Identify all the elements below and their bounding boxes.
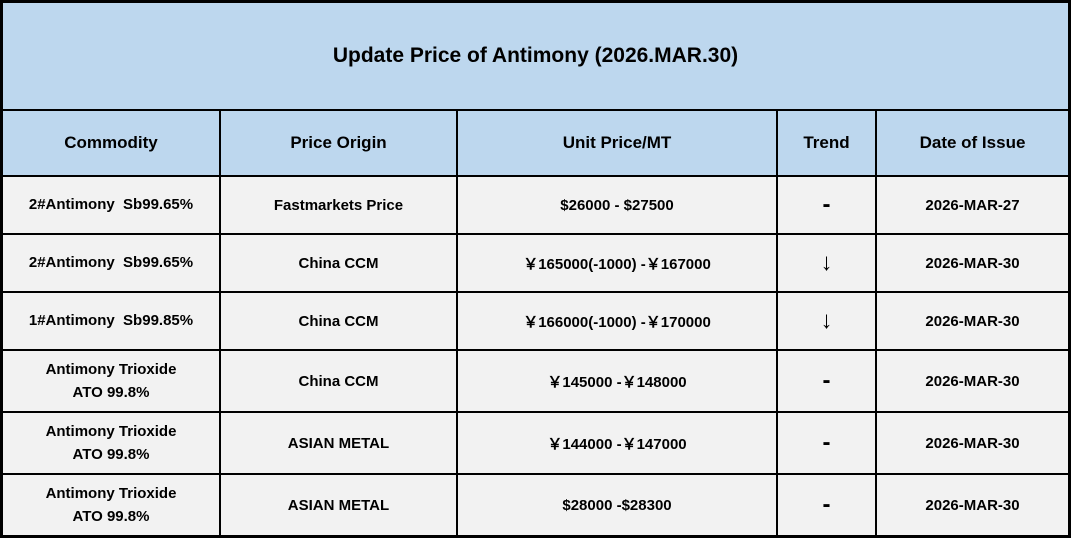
date-cell: 2026-MAR-27 xyxy=(877,177,1068,233)
trend-cell: - xyxy=(778,475,875,535)
price-origin-cell: ASIAN METAL xyxy=(221,475,456,535)
page-title: Update Price of Antimony (2026.MAR.30) xyxy=(3,3,1068,109)
price-origin-cell: ASIAN METAL xyxy=(221,413,456,473)
price-origin-cell: China CCM xyxy=(221,293,456,349)
unit-price-cell: ￥145000 -￥148000 xyxy=(458,351,776,411)
price-origin-cell: China CCM xyxy=(221,351,456,411)
column-header-commodity: Commodity xyxy=(3,111,219,175)
commodity-cell: 1#Antimony Sb99.85% xyxy=(3,293,219,349)
trend-down-cell: ↓ xyxy=(778,235,875,291)
date-cell: 2026-MAR-30 xyxy=(877,351,1068,411)
column-header-price-origin: Price Origin xyxy=(221,111,456,175)
trend-down-cell: ↓ xyxy=(778,293,875,349)
trend-cell: - xyxy=(778,413,875,473)
date-cell: 2026-MAR-30 xyxy=(877,475,1068,535)
trend-cell: - xyxy=(778,351,875,411)
date-cell: 2026-MAR-30 xyxy=(877,293,1068,349)
price-origin-cell: Fastmarkets Price xyxy=(221,177,456,233)
price-origin-cell: China CCM xyxy=(221,235,456,291)
column-header-trend: Trend xyxy=(778,111,875,175)
commodity-cell: 2#Antimony Sb99.65% xyxy=(3,177,219,233)
date-cell: 2026-MAR-30 xyxy=(877,413,1068,473)
commodity-cell: Antimony Trioxide ATO 99.8% xyxy=(3,351,219,411)
trend-cell: - xyxy=(778,177,875,233)
commodity-cell: Antimony Trioxide ATO 99.8% xyxy=(3,475,219,535)
unit-price-cell: ￥166000(-1000) -￥170000 xyxy=(458,293,776,349)
commodity-cell: 2#Antimony Sb99.65% xyxy=(3,235,219,291)
unit-price-cell: $28000 -$28300 xyxy=(458,475,776,535)
unit-price-cell: ￥165000(-1000) -￥167000 xyxy=(458,235,776,291)
column-header-unit-price: Unit Price/MT xyxy=(458,111,776,175)
column-header-date-of-issue: Date of Issue xyxy=(877,111,1068,175)
unit-price-cell: $26000 - $27500 xyxy=(458,177,776,233)
date-cell: 2026-MAR-30 xyxy=(877,235,1068,291)
commodity-cell: Antimony Trioxide ATO 99.8% xyxy=(3,413,219,473)
unit-price-cell: ￥144000 -￥147000 xyxy=(458,413,776,473)
